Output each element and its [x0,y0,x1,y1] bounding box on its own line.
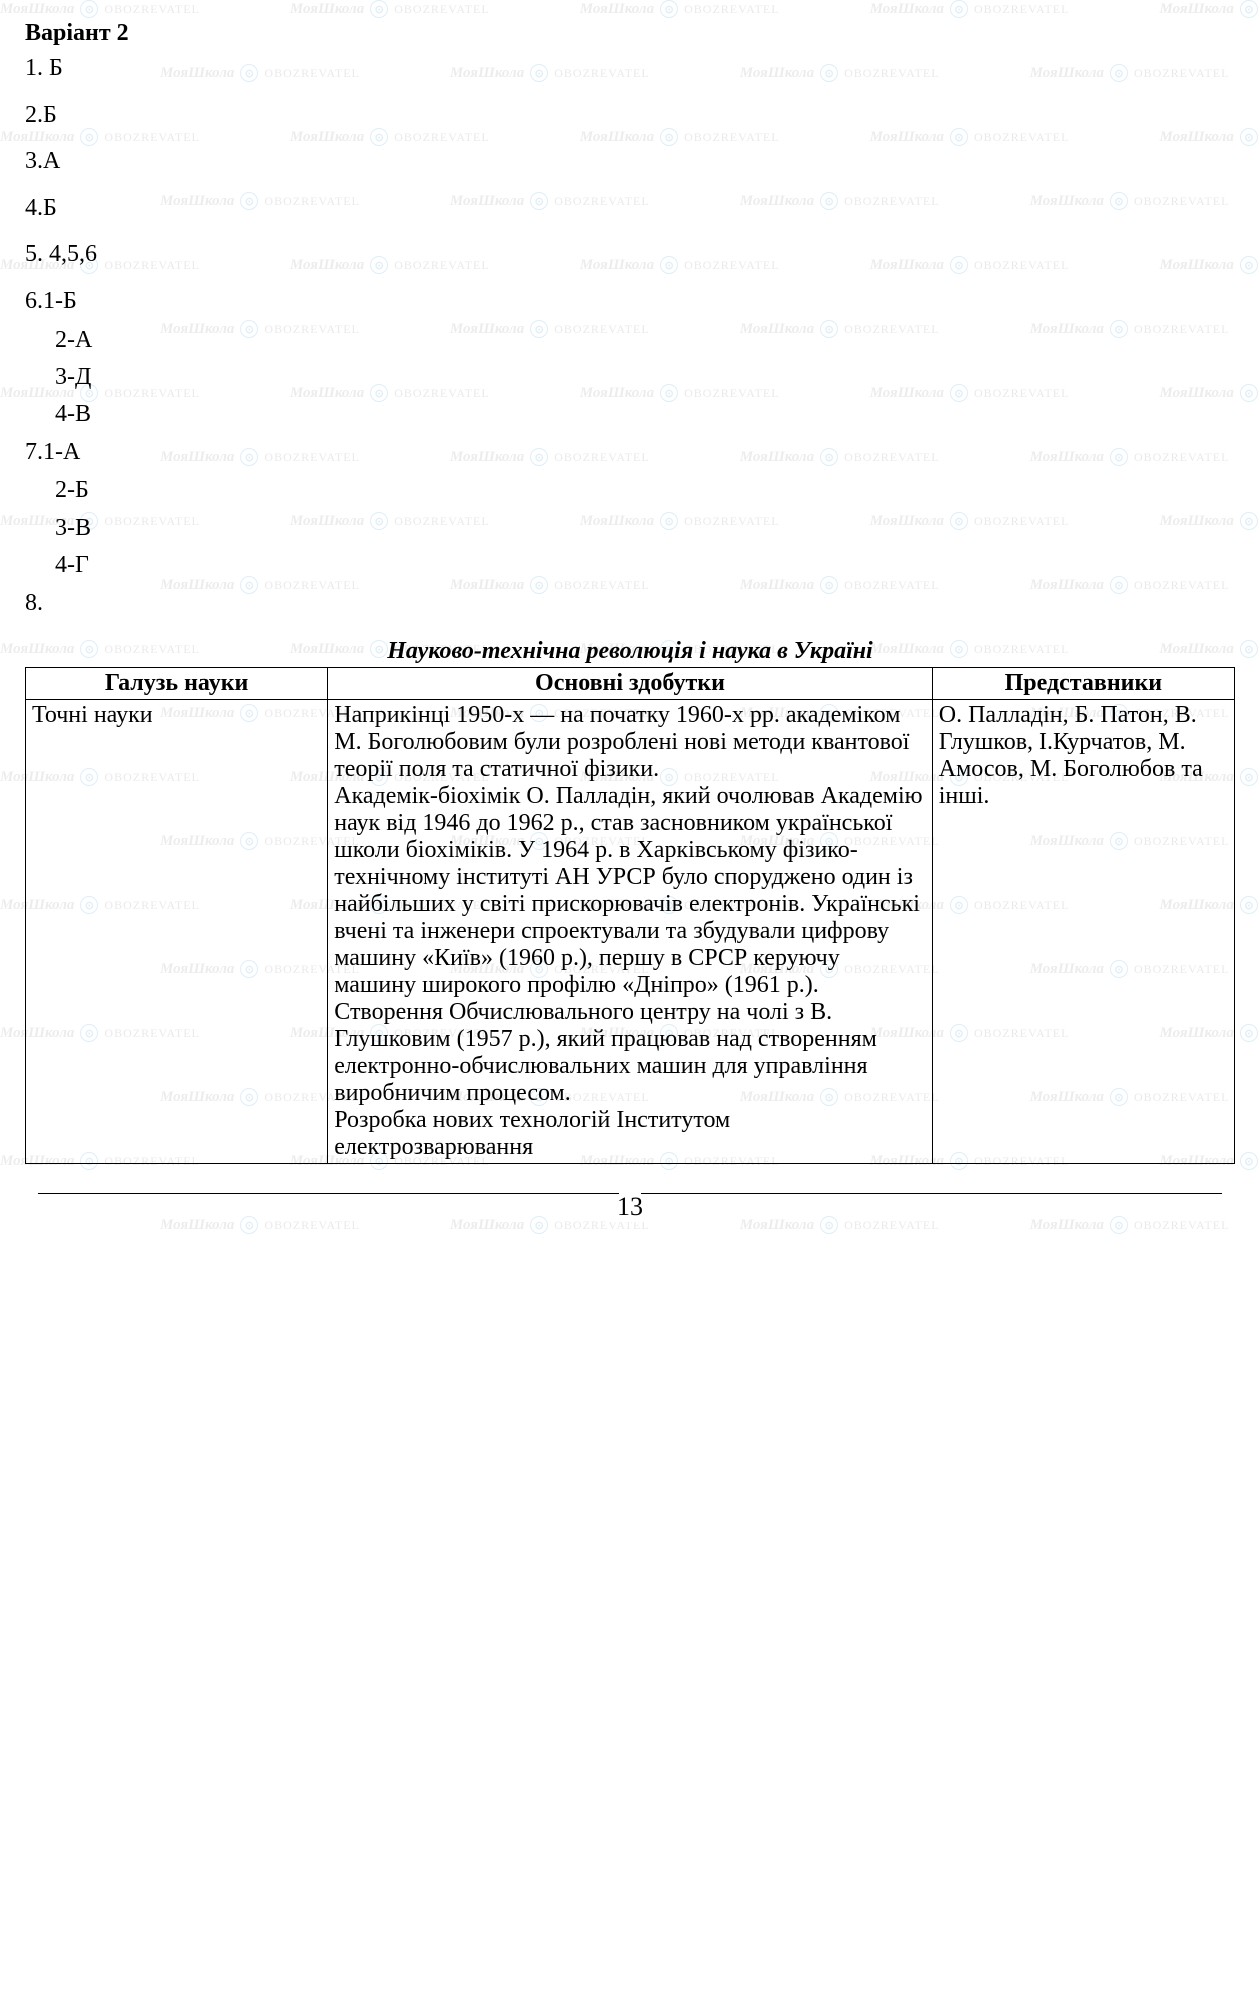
table-header-3: Представники [932,668,1234,700]
footer-rule-right [641,1193,1222,1194]
answer-4: 4.Б [25,192,1235,226]
footer-rule-left [38,1193,619,1194]
page-footer: 13 [25,1179,1235,1222]
page-number: 13 [605,1192,655,1222]
answer-1: 1. Б [25,52,1235,86]
answer-8: 8. [25,587,1235,621]
science-table: Галузь науки Основні здобутки Представни… [25,667,1235,1164]
table-cell-achievements: Наприкінці 1950-х — на початку 1960-х рр… [328,700,933,1164]
answer-6-4: 4-В [25,398,1235,430]
answer-5: 5. 4,5,6 [25,238,1235,272]
table-header-1: Галузь науки [26,668,328,700]
variant-heading: Варіант 2 [25,20,1235,47]
table-row: Точні науки Наприкінці 1950-х — на почат… [26,700,1235,1164]
document-content: Варіант 2 1. Б 2.Б 3.А 4.Б 5. 4,5,6 6.1-… [25,20,1235,1222]
answer-6-2: 2-А [25,324,1235,356]
answer-2: 2.Б [25,99,1235,133]
answer-6-1: 6.1-Б [25,285,1235,319]
answer-7-1: 7.1-А [25,436,1235,470]
answer-7-4: 4-Г [25,549,1235,581]
table-cell-representatives: О. Палладін, Б. Патон, В. Глушков, І.Кур… [932,700,1234,1164]
answer-6-3: 3-Д [25,361,1235,393]
answer-3: 3.А [25,145,1235,179]
table-cell-subject: Точні науки [26,700,328,1164]
answer-7-3: 3-В [25,512,1235,544]
table-header-2: Основні здобутки [328,668,933,700]
table-title: Науково-технічна революція і наука в Укр… [25,638,1235,665]
answer-7-2: 2-Б [25,474,1235,506]
